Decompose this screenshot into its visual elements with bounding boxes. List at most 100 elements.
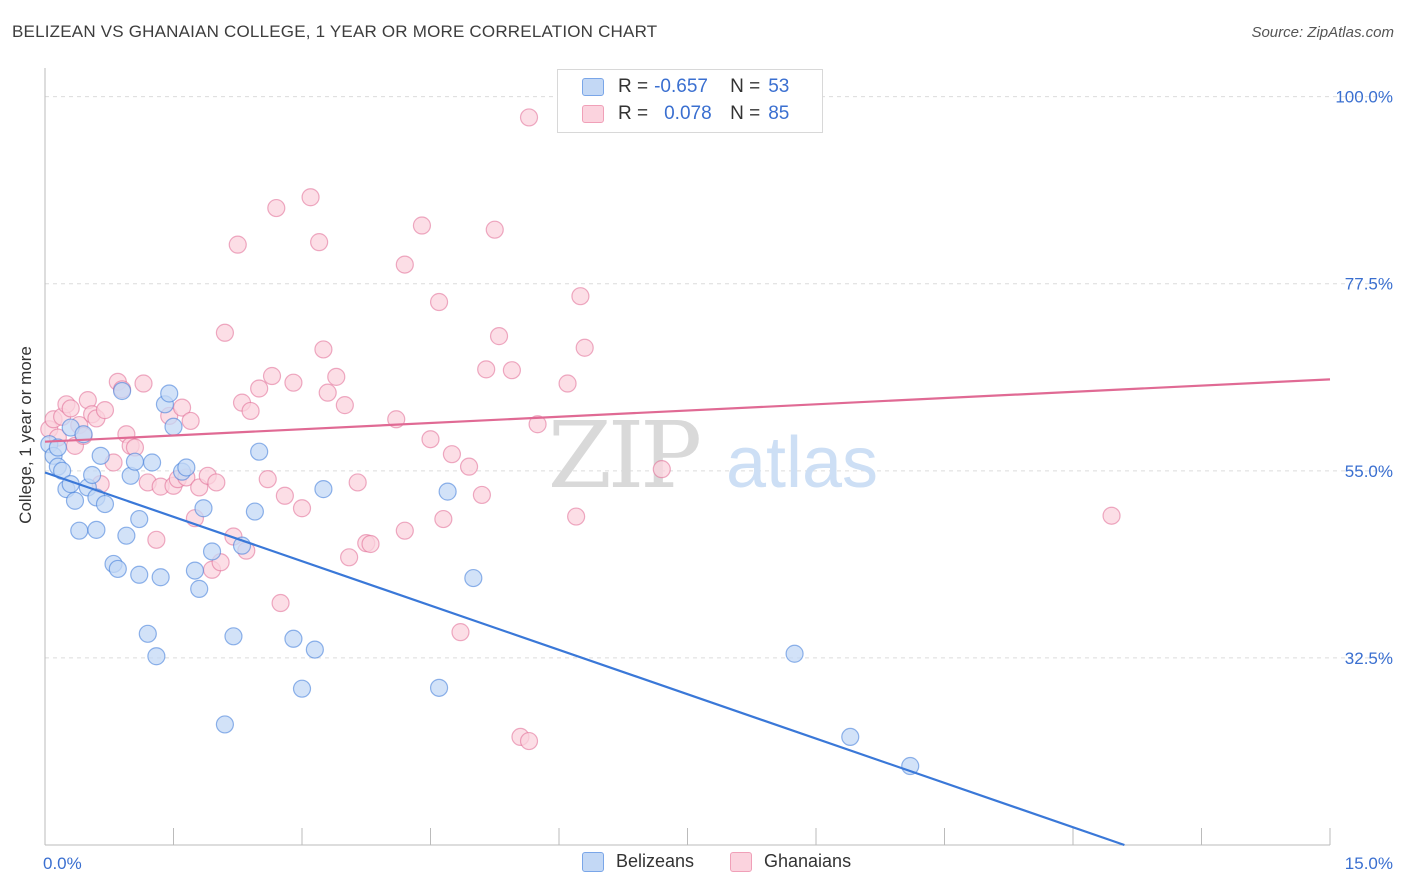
- belizean-point: [70, 521, 89, 540]
- belizean-point: [151, 568, 170, 587]
- legend-item-belizeans[interactable]: Belizeans: [582, 851, 694, 872]
- ghanaian-point: [310, 233, 329, 252]
- y-tick-label: 32.5%: [1345, 649, 1393, 668]
- ghanaian-point: [459, 457, 479, 476]
- chart-source: Source: ZipAtlas.com: [1251, 24, 1394, 41]
- belizean-point: [142, 453, 162, 472]
- ghanaian-point: [215, 323, 234, 342]
- ghanaians-trend-line: [44, 378, 1331, 443]
- ghanaian-point: [348, 473, 367, 492]
- ghanaian-point: [575, 338, 594, 357]
- legend-row-belizeans: R = -0.657 N = 53: [582, 75, 789, 99]
- ghanaian-point: [275, 486, 294, 505]
- ghanaian-point: [318, 383, 337, 402]
- belizean-point: [65, 491, 85, 510]
- belizean-point: [95, 494, 115, 514]
- belizean-point: [202, 542, 222, 561]
- ghanaian-point: [172, 398, 192, 417]
- ghanaian-point: [412, 216, 432, 235]
- legend-r-label: R =: [618, 76, 649, 97]
- ghanaian-point: [292, 499, 312, 518]
- ghanaian-point: [95, 401, 115, 420]
- ghanaian-point: [134, 374, 153, 393]
- y-tick-label: 100.0%: [1335, 88, 1393, 107]
- legend-swatch-pink: [582, 105, 604, 123]
- belizean-point: [224, 627, 243, 646]
- belizean-point: [117, 526, 136, 545]
- belizean-point: [305, 640, 324, 659]
- ghanaian-point: [361, 534, 380, 554]
- ghanaian-point: [519, 108, 539, 127]
- x-tick-label: 15.0%: [1345, 854, 1393, 873]
- ghanaian-point: [284, 373, 303, 392]
- belizean-point: [125, 452, 145, 471]
- ghanaian-point: [258, 470, 277, 489]
- tick-labels: 32.5% 55.0% 77.5% 100.0% 0.0% 15.0%: [43, 88, 1393, 873]
- ghanaian-point: [434, 509, 453, 529]
- belizean-point: [464, 568, 483, 588]
- legend-item-ghanaians[interactable]: Ghanaians: [730, 851, 851, 872]
- belizean-point: [48, 438, 67, 457]
- watermark: ZIP atlas: [548, 402, 878, 509]
- belizean-point: [314, 480, 333, 499]
- legend-r-value: -0.657: [654, 76, 708, 97]
- legend-n-label: N =: [730, 103, 761, 124]
- ghanaian-point: [327, 367, 346, 386]
- ghanaian-point: [61, 399, 80, 418]
- watermark-atlas: atlas: [726, 423, 878, 503]
- belizean-point: [147, 647, 166, 666]
- ghanaian-point: [147, 530, 166, 549]
- gridlines: [45, 96, 1390, 659]
- belizean-point: [215, 715, 234, 734]
- legend-label-belizeans: Belizeans: [616, 851, 695, 871]
- chart-title: BELIZEAN VS GHANAIAN COLLEGE, 1 YEAR OR …: [12, 22, 658, 41]
- ghanaian-point: [335, 396, 354, 415]
- ghanaian-point: [652, 460, 671, 479]
- ghanaian-point: [558, 374, 577, 393]
- ghanaian-point: [519, 731, 539, 751]
- belizean-point: [841, 727, 860, 747]
- belizean-point: [164, 417, 183, 436]
- belizean-point: [138, 624, 157, 643]
- belizean-point: [130, 565, 149, 584]
- belizean-point: [108, 559, 127, 579]
- stats-legend: R = -0.657 N = 53 R = 0.078 N = 85: [557, 69, 823, 133]
- ghanaian-point: [301, 188, 320, 207]
- belizean-point: [160, 384, 179, 403]
- belizean-point: [438, 482, 457, 501]
- ghanaian-point: [421, 430, 440, 449]
- belizean-point: [190, 579, 209, 598]
- ghanaian-point: [241, 401, 260, 421]
- ghanaian-point: [267, 198, 286, 218]
- legend-label-ghanaians: Ghanaians: [764, 851, 852, 871]
- belizean-point: [83, 465, 102, 485]
- y-tick-label: 55.0%: [1345, 462, 1393, 481]
- ghanaian-point: [228, 235, 247, 254]
- belizean-point: [185, 561, 205, 580]
- series-legend: Belizeans Ghanaians: [0, 851, 1406, 877]
- ghanaian-point: [314, 340, 333, 359]
- legend-row-ghanaians: R = 0.078 N = 85: [582, 102, 789, 126]
- belizean-point: [429, 678, 449, 697]
- ghanaian-point: [429, 292, 449, 312]
- belizean-point: [87, 520, 106, 539]
- belizeans-trend-line: [44, 471, 1125, 847]
- belizean-point: [130, 509, 149, 529]
- belizean-point: [250, 442, 269, 461]
- legend-r-label: R =: [618, 103, 649, 124]
- ghanaians-points: [40, 108, 1121, 751]
- ghanaian-point: [207, 473, 226, 492]
- ghanaian-point: [271, 593, 290, 613]
- legend-swatch-blue: [582, 78, 604, 96]
- ghanaian-point: [571, 287, 590, 306]
- ghanaian-point: [181, 411, 200, 431]
- belizean-point: [91, 446, 110, 465]
- ghanaian-point: [250, 379, 269, 398]
- ghanaian-point: [472, 485, 491, 505]
- x-tick-label: 0.0%: [43, 854, 82, 873]
- ghanaian-point: [489, 327, 509, 346]
- legend-swatch-ghanaians: [730, 851, 752, 872]
- ghanaian-point: [442, 445, 462, 464]
- ghanaian-point: [395, 521, 414, 540]
